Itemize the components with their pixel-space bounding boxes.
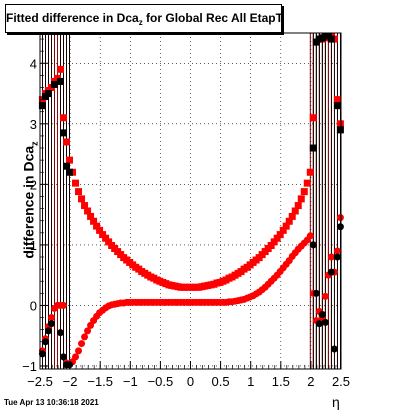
data-point-square [105, 238, 113, 246]
data-point-square [279, 226, 287, 234]
data-point-circle [84, 327, 92, 335]
data-point-square [336, 120, 344, 128]
data-point-circle [321, 318, 329, 326]
data-point-square [72, 179, 80, 187]
data-point-square [78, 195, 86, 203]
data-point-square [99, 231, 107, 239]
data-point-square [56, 65, 64, 73]
data-point-circle [44, 327, 52, 335]
data-point-square [59, 129, 67, 137]
data-point-circle [56, 329, 64, 337]
data-point-square [44, 90, 52, 98]
data-point-square [56, 77, 64, 85]
data-point-square [81, 202, 89, 210]
data-point-circle [309, 241, 317, 249]
data-point-circle [59, 301, 67, 309]
x-tick-label: −1 [123, 374, 138, 389]
x-tick-label: 2 [307, 374, 314, 389]
y-tick-label: 3 [30, 117, 37, 132]
data-point-square [306, 168, 314, 176]
x-tick-label: 0 [187, 374, 194, 389]
data-point-square [84, 207, 92, 215]
data-point-circle [333, 247, 341, 255]
data-point-circle [75, 347, 83, 355]
data-point-circle [315, 320, 323, 328]
data-point-square [276, 231, 284, 239]
data-point-circle [47, 314, 55, 322]
data-point-circle [65, 361, 73, 369]
timestamp: Tue Apr 13 10:36:18 2021 [4, 398, 99, 407]
data-point-square [90, 217, 98, 225]
x-tick-label: −2 [63, 374, 78, 389]
data-point-square [285, 217, 293, 225]
data-point-square [300, 188, 308, 196]
data-point-circle [41, 338, 49, 346]
data-point-square [336, 126, 344, 134]
data-point-circle [327, 268, 335, 276]
data-point-circle [81, 333, 89, 341]
data-point-square [327, 35, 335, 43]
data-point-square [50, 80, 58, 88]
data-point-circle [336, 214, 344, 222]
data-point-circle [59, 353, 67, 361]
y-tick-label: 1 [30, 238, 37, 253]
x-tick-label: −0.5 [148, 374, 174, 389]
data-point-square [38, 102, 46, 110]
data-point-square [294, 202, 302, 210]
data-point-circle [72, 353, 80, 361]
data-point-square [59, 114, 67, 122]
x-tick-label: 2.5 [332, 374, 350, 389]
data-point-circle [306, 232, 314, 240]
data-point-square [333, 96, 341, 104]
data-point-square [333, 102, 341, 110]
data-point-circle [327, 253, 335, 261]
y-tick-label: 0 [30, 298, 37, 313]
data-point-square [270, 238, 278, 246]
data-point-circle [321, 292, 329, 300]
data-point-square [309, 114, 317, 122]
data-point-square [288, 212, 296, 220]
data-point-square [291, 207, 299, 215]
y-tick-label: 4 [30, 56, 37, 71]
data-point-circle [330, 345, 338, 353]
data-point-square [102, 234, 110, 242]
x-tick-label: −2.5 [27, 374, 53, 389]
data-point-square [62, 138, 70, 146]
x-tick-label: −1.5 [87, 374, 113, 389]
data-point-square [96, 226, 104, 234]
x-tick-label: 1 [247, 374, 254, 389]
data-point-circle [318, 311, 326, 319]
data-point-circle [333, 253, 341, 261]
y-tick-label: 2 [30, 177, 37, 192]
data-point-square [75, 188, 83, 196]
data-point-circle [78, 340, 86, 348]
data-point-square [62, 162, 70, 170]
data-point-circle [336, 223, 344, 231]
data-point-circle [47, 320, 55, 328]
data-point-square [267, 241, 275, 249]
x-axis-label: η [332, 394, 340, 410]
data-point-square [65, 168, 73, 176]
data-point-square [303, 179, 311, 187]
data-point-square [87, 212, 95, 220]
x-tick-label: 1.5 [272, 374, 290, 389]
data-point-square [93, 222, 101, 230]
data-point-square [65, 156, 73, 164]
data-point-square [273, 234, 281, 242]
data-point-circle [312, 289, 320, 297]
data-point-square [309, 144, 317, 152]
y-axis-label: difference in Dcaz [20, 141, 40, 259]
y-tick-label: −1 [22, 359, 37, 374]
data-point-square [282, 222, 290, 230]
chart-title: Fitted difference in Dcaz for Global Rec… [5, 4, 283, 33]
data-point-square [297, 195, 305, 203]
x-tick-label: 0.5 [212, 374, 230, 389]
